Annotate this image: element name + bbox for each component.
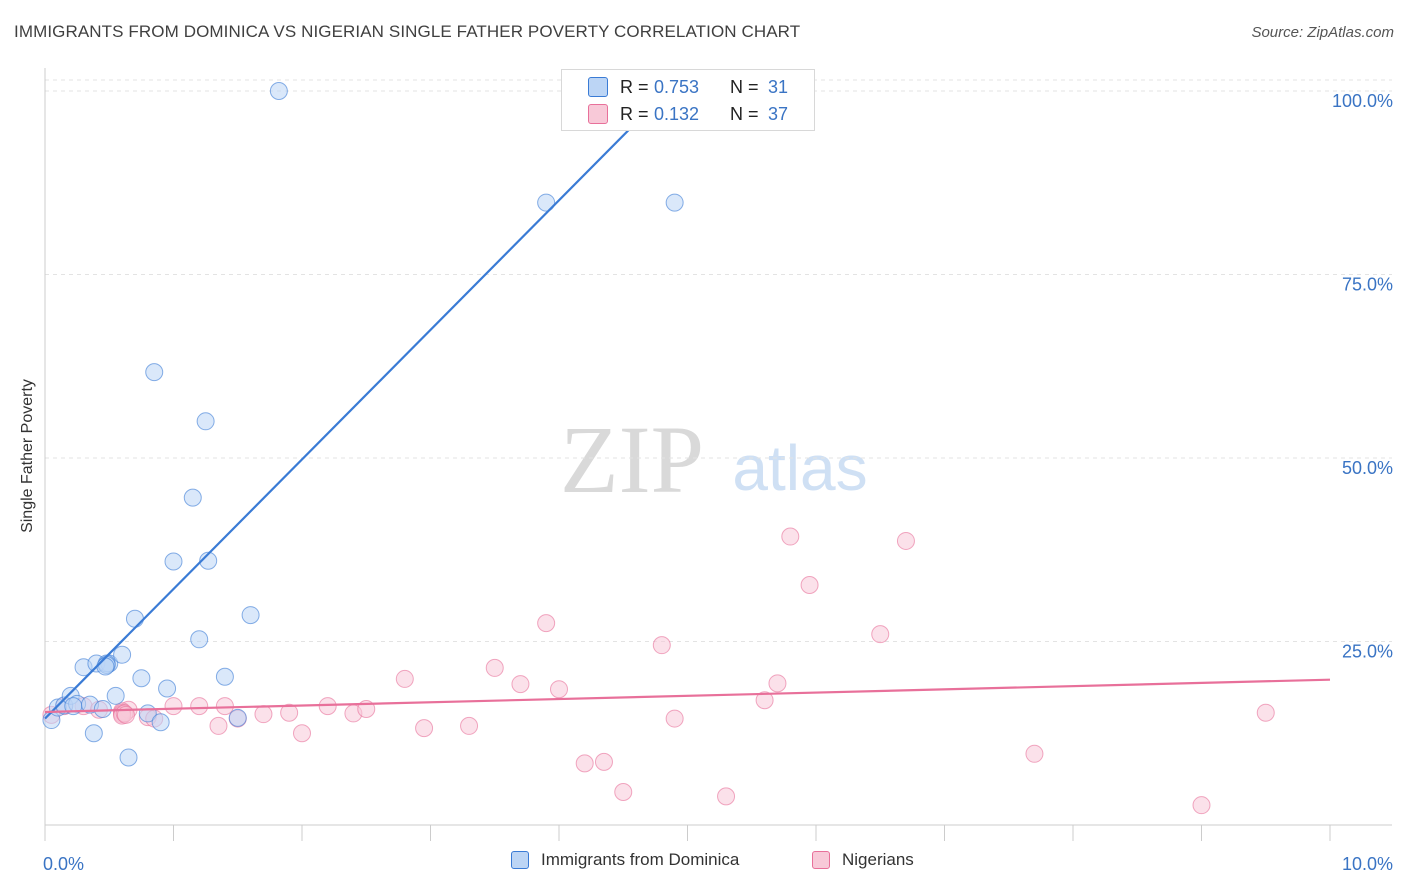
y-tick-label: 75.0% (1342, 275, 1393, 295)
point-nigerians (215, 697, 234, 716)
point-nigerians (537, 614, 556, 633)
point-nigerians (614, 782, 633, 801)
point-dominica (125, 609, 144, 628)
point-dominica (84, 724, 103, 743)
point-dominica (190, 630, 209, 649)
point-dominica (665, 193, 684, 212)
point-dominica (215, 667, 234, 686)
point-nigerians (896, 531, 915, 550)
point-dominica (241, 606, 260, 625)
point-dominica (96, 657, 115, 676)
point-nigerians (280, 703, 299, 722)
legend-swatch-dominica (511, 851, 529, 869)
watermark-atlas: atlas (732, 432, 867, 504)
point-nigerians (550, 680, 568, 699)
legend-label-dominica: Immigrants from Dominica (541, 850, 740, 869)
point-nigerians (1025, 744, 1044, 763)
y-tick-label: 25.0% (1342, 642, 1393, 662)
point-nigerians (575, 754, 594, 773)
point-dominica (537, 193, 556, 212)
source-credit: Source: ZipAtlas.com (1251, 24, 1394, 41)
chart-title: IMMIGRANTS FROM DOMINICA VS NIGERIAN SIN… (14, 22, 801, 41)
point-nigerians (768, 674, 787, 693)
point-nigerians (293, 724, 311, 743)
point-dominica (158, 679, 177, 698)
legend-item-dominica[interactable]: Immigrants from Dominica (511, 850, 739, 870)
point-dominica (196, 412, 215, 431)
point-nigerians (485, 658, 504, 677)
point-nigerians (594, 752, 613, 771)
point-nigerians (209, 716, 228, 735)
stats-swatch-dominica (588, 77, 608, 97)
point-dominica (269, 82, 288, 101)
point-nigerians (652, 636, 671, 655)
point-nigerians (800, 575, 819, 594)
point-nigerians (755, 691, 774, 710)
point-dominica (113, 645, 132, 664)
point-nigerians (665, 709, 684, 728)
point-dominica (119, 748, 138, 767)
stats-n-label: N = (730, 103, 759, 124)
point-nigerians (164, 697, 183, 716)
watermark-zip: ZIP (560, 406, 704, 513)
y-tick-label: 50.0% (1342, 458, 1393, 478)
point-nigerians (871, 625, 890, 644)
stats-r-value: 0.753 (654, 76, 700, 97)
point-dominica (106, 686, 125, 705)
legend: Immigrants from Dominica Nigerians (0, 850, 1406, 880)
point-nigerians (395, 669, 414, 688)
point-dominica (151, 713, 170, 732)
y-tick-label: 100.0% (1332, 91, 1393, 111)
point-nigerians (1192, 796, 1211, 815)
legend-swatch-nigerians (812, 851, 830, 869)
trendline-dominica (44, 82, 676, 720)
stats-r-label: R = (620, 103, 649, 124)
x-tick-label: 0.0% (43, 854, 84, 874)
point-dominica (183, 488, 202, 507)
legend-item-nigerians[interactable]: Nigerians (812, 850, 914, 870)
stats-r-value: 0.132 (654, 103, 700, 124)
stats-swatch-nigerians (588, 104, 608, 124)
point-dominica (164, 552, 183, 571)
point-nigerians (781, 527, 800, 546)
point-nigerians (415, 719, 434, 738)
stats-n-label: N = (730, 76, 759, 97)
point-nigerians (460, 716, 479, 735)
stats-row-nigerians: R = 0.132 N = 37 (562, 102, 816, 126)
point-nigerians (254, 705, 273, 724)
x-tick-label: 10.0% (1342, 854, 1393, 874)
point-nigerians (1256, 703, 1275, 722)
point-dominica (132, 669, 151, 688)
point-nigerians (190, 697, 209, 716)
legend-label-nigerians: Nigerians (842, 850, 914, 869)
stats-n-value: 37 (768, 103, 789, 124)
stats-row-dominica: R = 0.753 N = 31 (562, 75, 816, 99)
point-dominica (145, 363, 164, 382)
point-dominica (199, 551, 218, 570)
point-dominica (228, 708, 247, 727)
trendline-nigerians (44, 678, 1331, 714)
stats-n-value: 31 (768, 76, 789, 97)
point-dominica (93, 700, 112, 719)
point-nigerians (717, 787, 736, 806)
point-nigerians (511, 675, 530, 694)
stats-box: R = 0.753 N = 31 R = 0.132 N = 37 (561, 69, 815, 131)
stats-r-label: R = (620, 76, 649, 97)
